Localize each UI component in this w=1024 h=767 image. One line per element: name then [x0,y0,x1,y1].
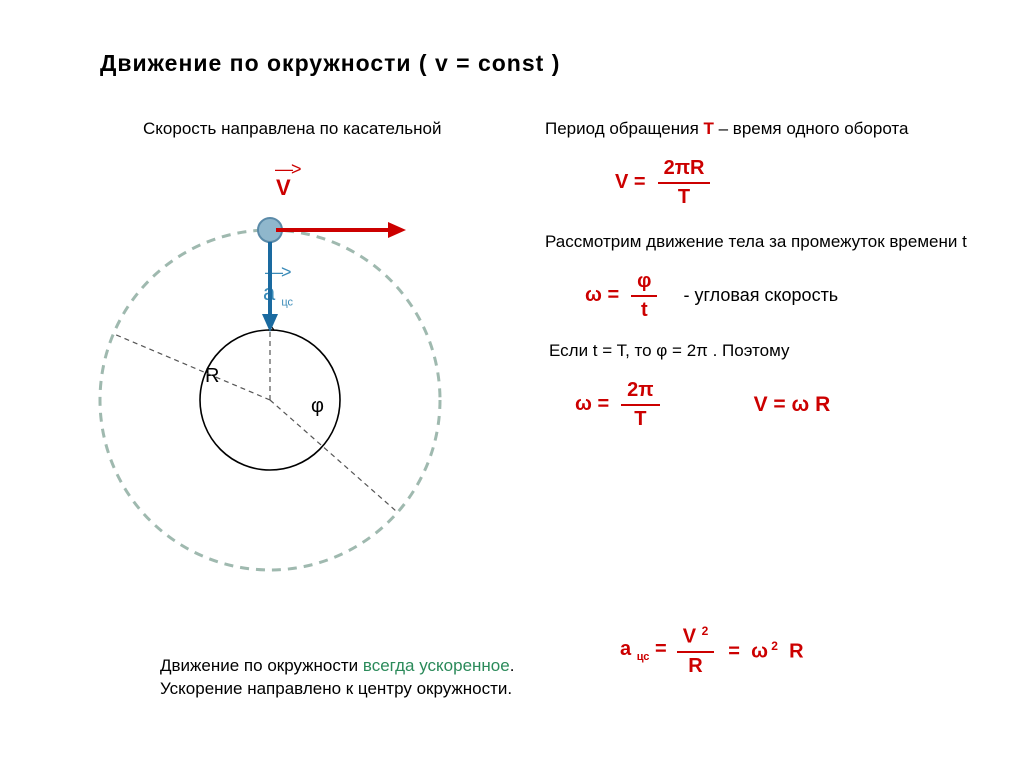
page-title: Движение по окружности ( v = const ) [100,50,560,77]
omega-and-v-formulas: ω = 2π T V = ω R [575,379,990,431]
formula-omega-equals-phi-over-t: ω = φ t - угловая скорость [585,270,990,322]
bottom-note: Движение по окружности всегда ускоренное… [160,655,514,701]
formula-v-equals-2piR-over-T: V = 2πR T [615,157,990,209]
formula-centripetal-accel: а цс = V 2 R = ω 2 R [620,624,804,678]
if-t-equals-T-text: Если t = T, то φ = 2π . Поэтому [549,340,990,363]
accel-arrowhead [262,314,278,332]
diagram-svg [60,170,480,590]
period-definition: Период обращения Т – время одного оборот… [545,118,990,141]
velocity-tangent-note: Скорость направлена по касательной [143,118,442,140]
consider-motion-text: Рассмотрим движение тела за промежуток в… [545,231,990,254]
radius-line-left [114,334,270,400]
formulas-column: Период обращения Т – время одного оборот… [545,118,990,443]
circular-motion-diagram [60,170,480,590]
radius-line-right [270,400,396,511]
velocity-arrowhead [388,222,406,238]
